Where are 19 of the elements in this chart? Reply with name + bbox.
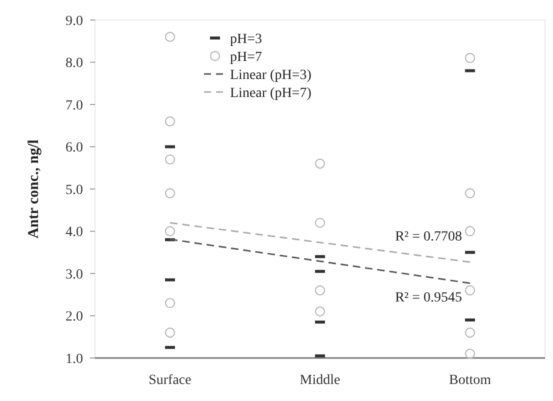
y-tick-label: 9.0 (66, 14, 83, 29)
y-tick-label: 8.0 (66, 56, 83, 72)
x-tick-label: Middle (300, 373, 340, 388)
y-tick-label: 4.0 (66, 225, 83, 240)
x-tick-label: Surface (148, 373, 192, 388)
legend-label: Linear (pH=7) (230, 86, 312, 101)
y-tick-label: 2.0 (66, 310, 83, 325)
annotation: R² = 0.7708 (395, 229, 462, 244)
annotation: R² = 0.9545 (395, 290, 462, 306)
legend-label: pH=3 (230, 32, 262, 47)
x-tick-label: Bottom (448, 373, 492, 388)
legend-label: Linear (pH=3) (230, 68, 312, 83)
y-tick-label: 6.0 (66, 140, 83, 156)
legend-label: pH=7 (230, 50, 262, 65)
y-tick-label: 5.0 (66, 182, 83, 198)
y-tick-label: 3.0 (66, 267, 83, 282)
y-tick-label: 7.0 (66, 98, 83, 114)
y-tick-label: 1.0 (66, 352, 83, 367)
y-axis-title: Antr conc., ng/l (26, 140, 42, 238)
